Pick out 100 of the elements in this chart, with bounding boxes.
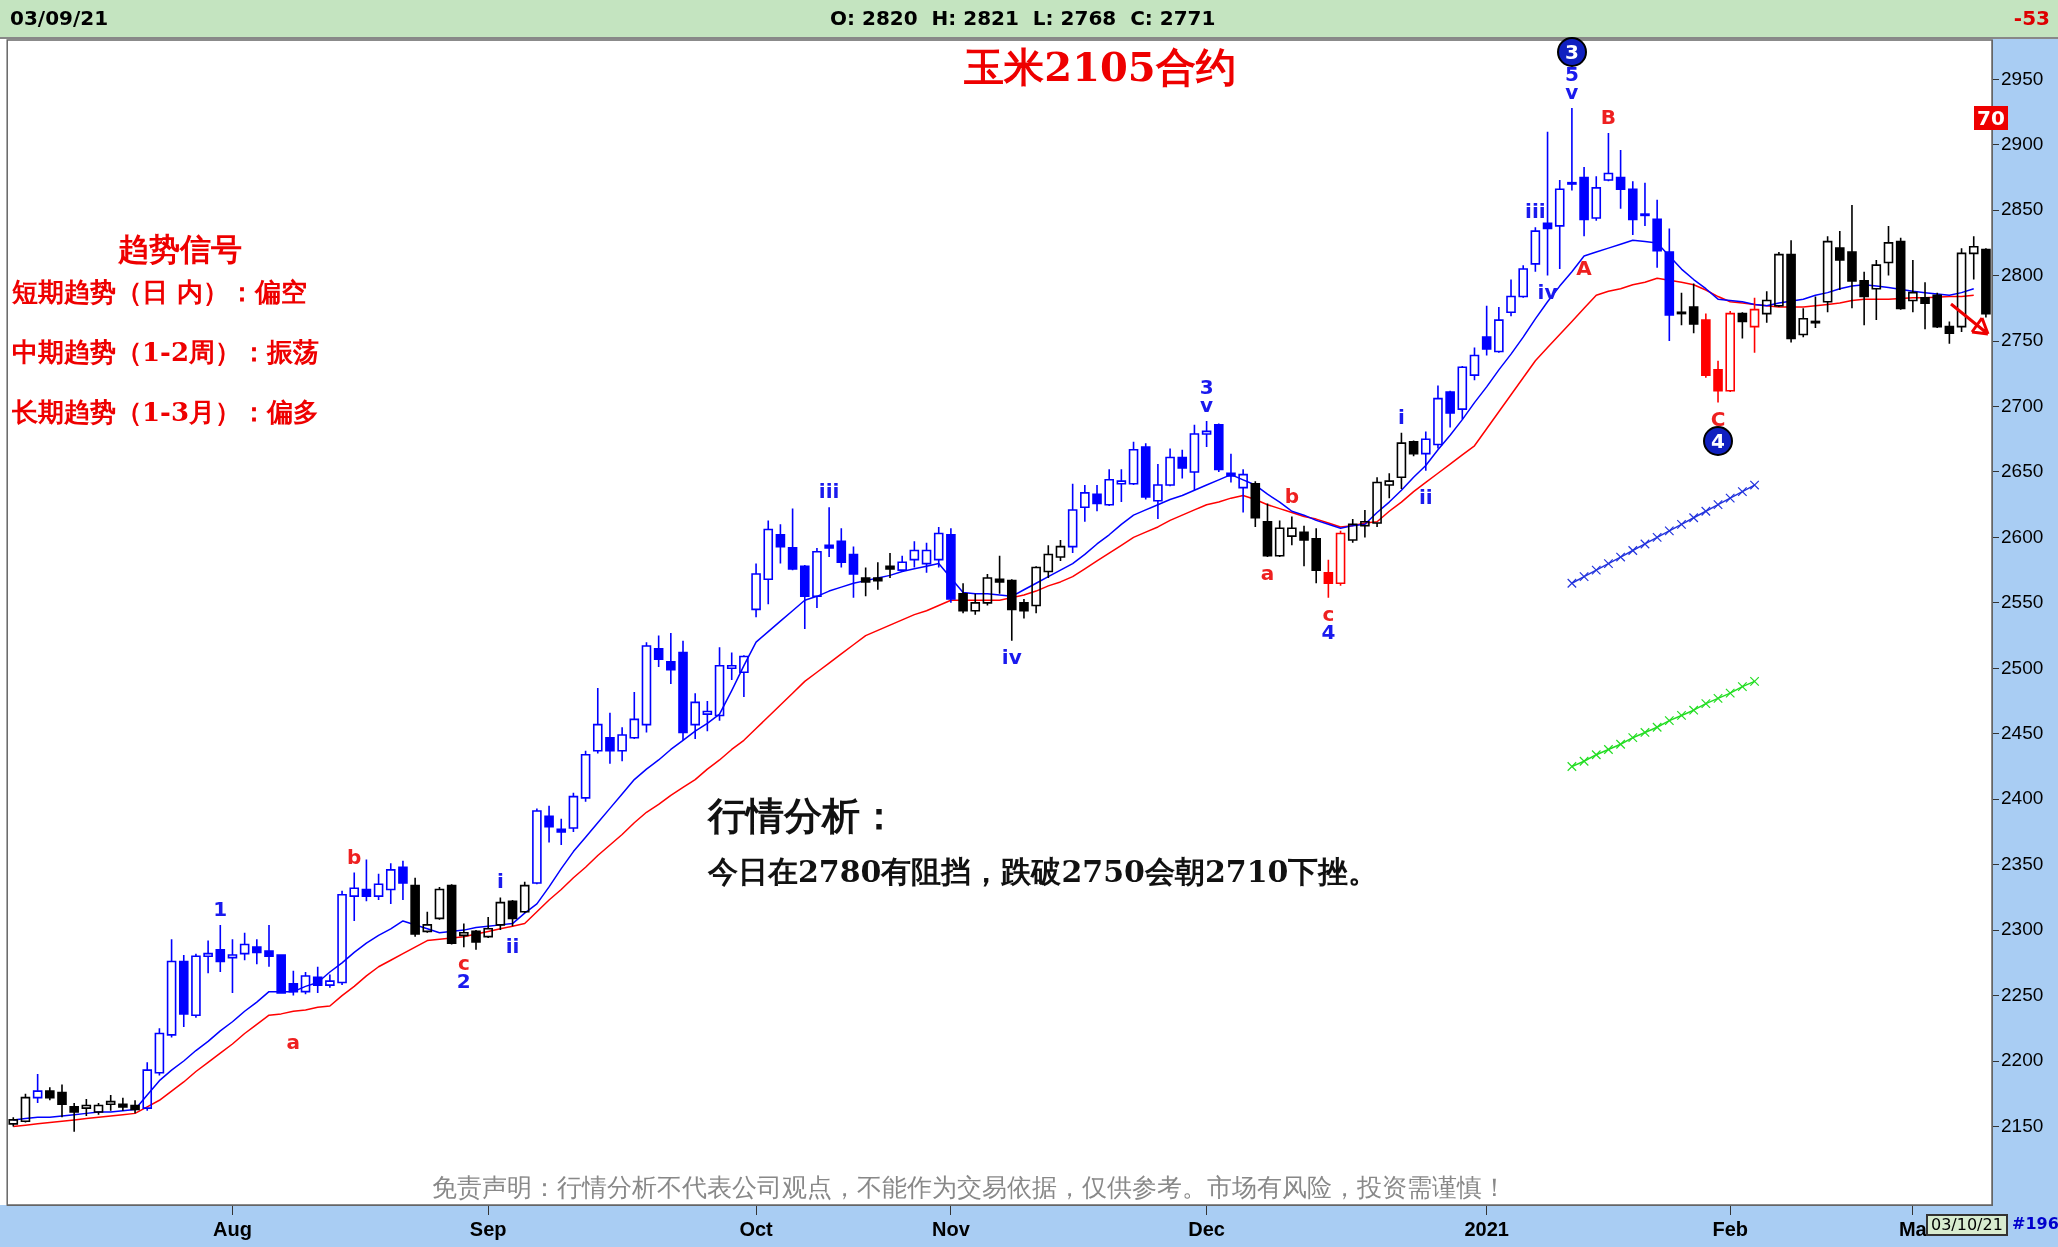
point: [1615, 739, 1626, 750]
candlestick: [1396, 431, 1407, 490]
x-tick-label: Oct: [739, 1217, 774, 1240]
point: [1579, 571, 1589, 582]
x-tick-label: Feb: [1712, 1217, 1748, 1240]
point: [1737, 486, 1748, 497]
candlestick: [227, 938, 238, 994]
annotation: iv: [1537, 279, 1558, 304]
candlestick: [970, 592, 981, 616]
annotation: 免责声明：行情分析不代表公司观点，不能作为交易依据，仅供参考。市场有风险，投资需谨慎！: [432, 1173, 1507, 1202]
candlestick: [1433, 384, 1443, 450]
x-tick-label: Aug: [213, 1217, 252, 1240]
candlestick: [1347, 518, 1358, 544]
y-tick-label: 2450: [2001, 722, 2044, 743]
point: [1725, 688, 1736, 699]
candlestick: [1968, 235, 1979, 281]
point: [1579, 756, 1589, 767]
point: [1688, 705, 1699, 716]
y-tick-label: 2550: [2001, 591, 2044, 613]
text: 03/10/21: [1926, 1214, 2008, 1236]
annotation: 4: [1703, 425, 1734, 456]
candlestick: [483, 916, 493, 938]
point: [1701, 506, 1711, 517]
candlestick: [1067, 482, 1078, 554]
annotation: a: [286, 1029, 301, 1054]
candlestick: [739, 655, 749, 698]
candlestick: [1494, 306, 1504, 353]
candlestick: [629, 691, 640, 739]
y-tick-label: 2600: [2001, 525, 2044, 547]
candlestick: [1287, 515, 1297, 547]
candlestick: [1360, 509, 1370, 539]
text: O: 2820 H: 2821 L: 2768 C: 2771: [830, 6, 1216, 30]
annotation: 中期趋势（1-2周）：振荡: [12, 337, 319, 367]
point: [1737, 681, 1748, 692]
y-tick-label: 2300: [2001, 918, 2044, 940]
point: [1591, 749, 1602, 760]
candlestick: [1871, 259, 1882, 321]
candlestick: [763, 519, 774, 605]
annotation: c: [1322, 601, 1335, 626]
candlestick: [349, 871, 360, 922]
candlestick: [166, 938, 177, 1039]
candlestick: [203, 939, 213, 975]
point: [1725, 493, 1736, 503]
candlestick: [592, 687, 603, 755]
y-tick-label: 2800: [2001, 263, 2044, 285]
candlestick: [1761, 290, 1772, 324]
annotation: 短期趋势（日 内）：偏空: [12, 277, 308, 307]
x-tick-label: Sep: [469, 1217, 507, 1240]
candlestick: [1883, 225, 1894, 277]
point: [1713, 693, 1723, 704]
point: [1676, 519, 1687, 530]
y-tick-label: 2900: [2001, 132, 2044, 154]
candlestick: [1031, 566, 1041, 615]
annotation: i: [496, 869, 504, 894]
annotation: b: [347, 844, 362, 869]
candlestick: [1798, 307, 1809, 338]
annotation: 行情分析：: [708, 793, 898, 838]
y-tick-label: 2400: [2001, 787, 2044, 809]
point: [1591, 565, 1602, 575]
x-tick-label: 2021: [1464, 1217, 1509, 1240]
point: [1701, 698, 1711, 709]
annotation: 70: [1974, 106, 2008, 130]
annotation: 长期趋势（1-3月）：偏多: [12, 397, 319, 427]
candlestick: [1116, 468, 1127, 503]
y-tick-label: 2150: [2001, 1114, 2044, 1136]
annotation: 2: [456, 969, 471, 994]
y-tick-label: 2650: [2001, 460, 2044, 482]
candlestick: [385, 862, 396, 905]
candlestick: [751, 562, 761, 619]
y-tick-label: 2200: [2001, 1049, 2044, 1071]
y-tick-label: 2500: [2001, 656, 2044, 678]
annotation: 3: [1199, 374, 1214, 399]
candlestick: [1165, 447, 1175, 486]
candlestick: [1189, 424, 1200, 492]
annotation: B: [1600, 104, 1617, 129]
candlestick: [1201, 420, 1212, 448]
annotation: iii: [1525, 199, 1546, 224]
y-tick-label: 2250: [2001, 983, 2044, 1005]
point: [1640, 727, 1650, 738]
annotation: 今日在2780有阻挡，跌破2750会朝2710下挫。: [708, 854, 1379, 889]
annotation: 1: [213, 896, 228, 921]
candlestick: [812, 547, 822, 609]
candlestick: [32, 1073, 43, 1104]
candlestick: [1908, 259, 1918, 314]
point: [1615, 552, 1626, 562]
candlestick: [617, 726, 627, 763]
candlestick: [142, 1061, 153, 1112]
annotation: 3: [1556, 37, 1587, 68]
point: [1676, 710, 1687, 721]
text: -53: [2013, 6, 2050, 30]
text: #196: [2012, 1214, 2058, 1233]
point: [1664, 526, 1675, 536]
annotation: i: [1397, 404, 1405, 429]
point: [1664, 715, 1675, 726]
candlestick: [726, 651, 737, 681]
y-tick-label: 2750: [2001, 329, 2044, 351]
point: [1603, 744, 1614, 755]
point: [1567, 578, 1577, 589]
annotation: a: [1260, 561, 1275, 586]
candlestick: [1384, 472, 1395, 499]
